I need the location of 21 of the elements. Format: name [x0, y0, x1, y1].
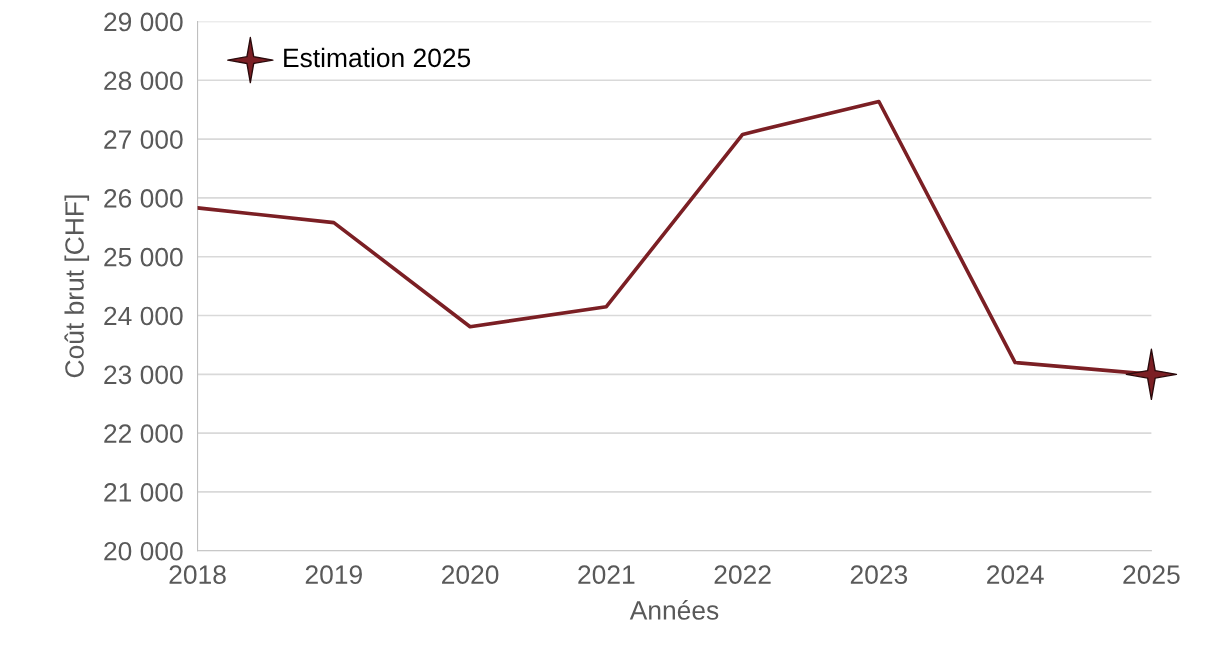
y-tick-label: 23 000 — [104, 365, 183, 385]
y-tick-label: 24 000 — [104, 306, 183, 326]
x-tick-label: 2020 — [442, 565, 499, 585]
x-tick-label: 2019 — [305, 565, 362, 585]
x-tick-label: 2021 — [578, 565, 635, 585]
y-tick-label: 20 000 — [104, 541, 183, 561]
y-tick-label: 22 000 — [104, 424, 183, 443]
x-axis-title: Années — [629, 600, 719, 620]
y-tick-label: 27 000 — [104, 130, 183, 149]
y-tick-label: 21 000 — [104, 483, 183, 502]
legend-label: Estimation 2025 — [284, 47, 471, 68]
y-tick-label: 26 000 — [104, 189, 183, 208]
y-tick-label: 29 000 — [104, 12, 183, 32]
x-tick-label: 2025 — [1123, 565, 1180, 585]
x-tick-label: 2018 — [169, 565, 226, 585]
y-tick-label: 28 000 — [104, 71, 183, 91]
x-tick-label: 2024 — [987, 565, 1044, 585]
y-tick-label: 25 000 — [104, 247, 183, 267]
x-tick-label: 2022 — [714, 565, 771, 585]
x-tick-label: 2023 — [850, 565, 908, 585]
y-axis-title: Coût brut [CHF] — [64, 195, 90, 378]
